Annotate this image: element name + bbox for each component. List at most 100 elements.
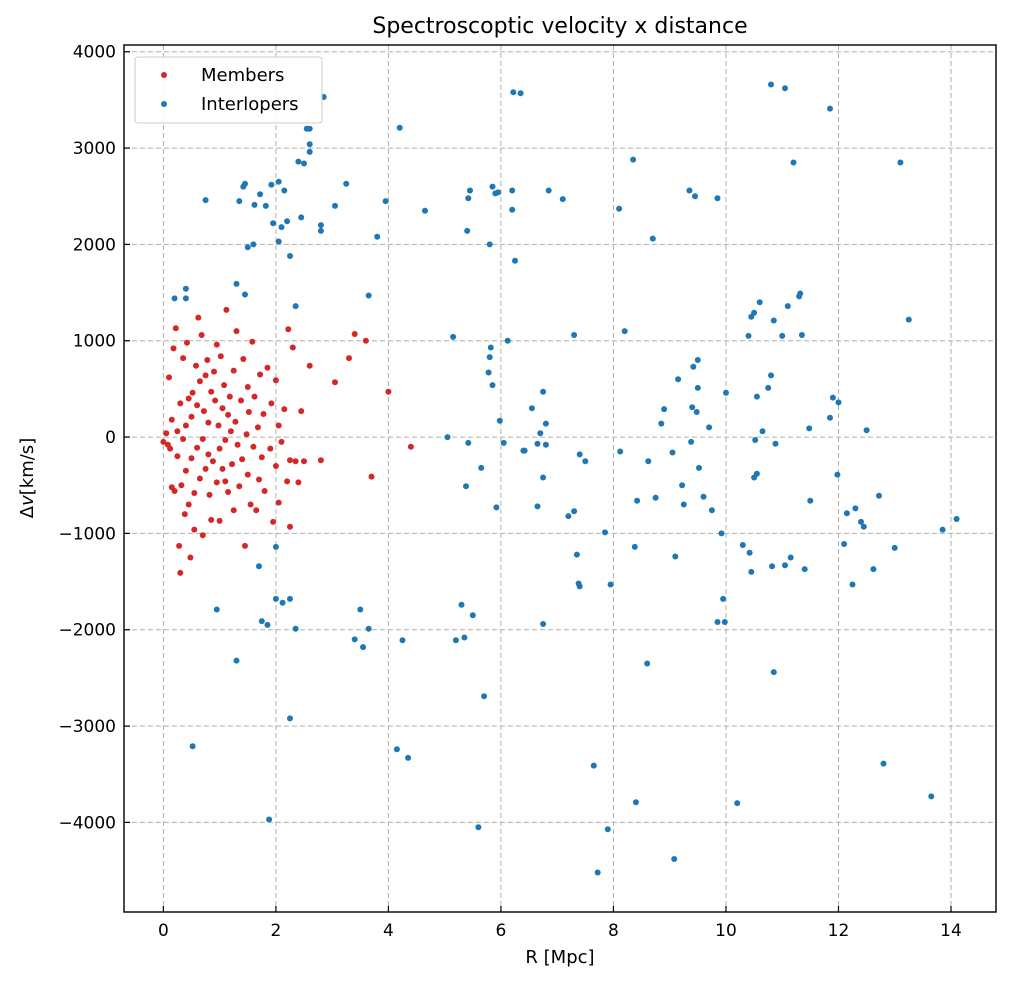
- interlopers-point: [365, 625, 372, 632]
- interlopers-point: [317, 222, 324, 229]
- members-point: [178, 482, 185, 489]
- members-point: [275, 499, 282, 506]
- members-point: [260, 411, 267, 417]
- interlopers-point: [718, 530, 725, 537]
- x-tick-label: 14: [940, 921, 962, 941]
- members-point: [234, 441, 241, 448]
- members-point: [195, 314, 202, 321]
- data-points: [160, 81, 960, 876]
- interlopers-point: [542, 420, 549, 427]
- members-point: [202, 372, 209, 379]
- members-point: [223, 306, 230, 313]
- interlopers-point: [189, 743, 196, 750]
- members-point: [268, 400, 275, 407]
- members-point: [225, 411, 232, 418]
- interlopers-point: [770, 669, 777, 676]
- interlopers-point: [880, 760, 887, 767]
- y-tick-label: 3000: [73, 139, 116, 159]
- members-point: [285, 326, 292, 333]
- interlopers-point: [827, 414, 833, 421]
- interlopers-point: [264, 621, 271, 628]
- members-point: [166, 374, 172, 381]
- interlopers-point: [746, 549, 753, 556]
- members-point: [225, 489, 232, 495]
- interlopers-point: [256, 563, 262, 570]
- interlopers-point: [870, 566, 877, 573]
- interlopers-point: [486, 241, 493, 248]
- interlopers-point: [772, 440, 779, 447]
- interlopers-point: [617, 448, 624, 455]
- interlopers-point: [953, 516, 960, 522]
- interlopers-point: [534, 503, 541, 510]
- y-tick-label: −1000: [58, 524, 116, 544]
- interlopers-point: [797, 290, 804, 297]
- interlopers-point: [306, 148, 313, 155]
- interlopers-point: [251, 201, 258, 208]
- members-point: [317, 457, 324, 464]
- interlopers-point: [827, 105, 833, 112]
- interlopers-point: [644, 660, 651, 667]
- interlopers-point: [475, 824, 482, 831]
- members-point: [272, 463, 279, 469]
- interlopers-point: [485, 369, 492, 376]
- members-point: [238, 397, 244, 404]
- interlopers-point: [723, 389, 729, 396]
- members-point: [208, 516, 215, 523]
- interlopers-point: [509, 187, 516, 194]
- x-tick-label: 10: [715, 921, 737, 941]
- members-point: [219, 405, 226, 412]
- interlopers-point: [858, 518, 864, 525]
- y-axis-label-delta: Δ: [17, 505, 38, 518]
- interlopers-point: [571, 332, 578, 338]
- members-point: [251, 393, 258, 400]
- members-point: [212, 397, 219, 404]
- y-tick-label: −4000: [58, 813, 116, 833]
- interlopers-point: [298, 214, 305, 221]
- interlopers-point: [275, 238, 282, 245]
- interlopers-point: [688, 438, 695, 445]
- interlopers-point: [521, 447, 528, 454]
- members-point: [289, 344, 296, 351]
- interlopers-point: [621, 328, 628, 335]
- interlopers-point: [798, 332, 805, 338]
- interlopers-point: [829, 394, 836, 401]
- interlopers-point: [708, 507, 715, 514]
- members-point: [407, 443, 414, 450]
- members-point: [362, 337, 369, 344]
- members-point: [351, 331, 358, 337]
- interlopers-point: [843, 510, 850, 517]
- legend-label-interlopers: Interlopers: [201, 94, 299, 115]
- chart-title: Spectroscoptic velocity x distance: [372, 14, 747, 39]
- interlopers-point: [450, 333, 457, 340]
- y-tick-label: −2000: [58, 621, 116, 641]
- interlopers-point: [512, 257, 518, 264]
- interlopers-point: [748, 568, 755, 575]
- interlopers-point: [236, 198, 243, 205]
- interlopers-point: [759, 428, 766, 435]
- members-point: [240, 356, 247, 362]
- interlopers-point: [559, 196, 566, 203]
- interlopers-point: [452, 637, 459, 644]
- interlopers-point: [675, 376, 682, 383]
- interlopers-point: [852, 505, 859, 512]
- interlopers-point: [489, 183, 496, 190]
- members-point: [172, 325, 179, 332]
- y-axis-label: Δv[km/s]: [17, 438, 38, 518]
- interlopers-point: [669, 449, 676, 456]
- interlopers-point: [202, 197, 209, 204]
- interlopers-point: [399, 637, 406, 644]
- interlopers-point: [734, 800, 741, 807]
- interlopers-point: [680, 501, 687, 508]
- members-point: [167, 445, 174, 452]
- interlopers-point: [807, 497, 814, 504]
- x-tick-label: 12: [828, 921, 850, 941]
- y-tick-label: 2000: [73, 235, 116, 255]
- interlopers-point: [686, 187, 693, 194]
- interlopers-point: [602, 529, 608, 536]
- interlopers-point: [268, 181, 275, 188]
- interlopers-point: [565, 513, 572, 520]
- interlopers-point: [768, 81, 774, 88]
- members-point: [168, 416, 175, 423]
- legend-label-members: Members: [201, 65, 284, 86]
- interlopers-point: [594, 869, 601, 876]
